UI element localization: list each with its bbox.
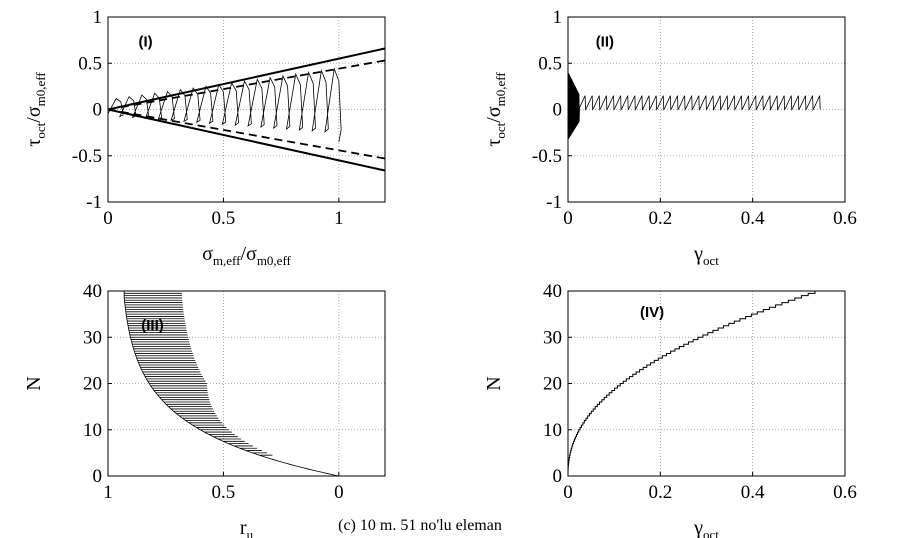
y-tick-label: 1 <box>553 7 563 28</box>
y-axis-label: τoct/σm0,eff <box>23 72 48 147</box>
plot-area <box>108 47 385 172</box>
y-tick-label: 30 <box>83 327 102 348</box>
x-tick-label: 1 <box>103 482 113 503</box>
x-tick-label: 0.5 <box>212 482 236 503</box>
stress-path <box>108 67 342 142</box>
y-tick-label: 20 <box>83 374 102 395</box>
plot-area <box>123 291 339 476</box>
dashed-line <box>108 108 385 160</box>
x-tick-label: 0.6 <box>833 482 857 503</box>
y-tick-label: 0.5 <box>78 53 102 74</box>
y-axis-label: N <box>483 376 505 390</box>
pore-pressure-path <box>123 291 339 476</box>
y-tick-label: 40 <box>543 281 562 302</box>
x-tick-label: 0.4 <box>741 208 765 229</box>
dashed-line <box>108 59 385 111</box>
y-tick-label: -1 <box>546 192 562 213</box>
x-tick-label: 0.2 <box>648 482 672 503</box>
figure-caption: (c) 10 m. 51 no'lu eleman <box>338 517 502 534</box>
panel-tag: (IV) <box>640 304 664 321</box>
x-tick-label: 0 <box>103 208 113 229</box>
y-tick-label: 0 <box>93 466 103 487</box>
y-tick-label: 0.5 <box>538 53 562 74</box>
y-tick-label: 0 <box>553 466 563 487</box>
panel-tag: (I) <box>138 34 152 51</box>
y-tick-label: 1 <box>93 7 103 28</box>
y-tick-label: 30 <box>543 327 562 348</box>
x-tick-label: 1 <box>334 208 344 229</box>
x-axis-label: ru <box>240 517 254 538</box>
chart-panel-2: 0 0.2 0.4 0.6 -1 -0.5 0 0.5 1 γoct τoct/σm0,eff (II… <box>483 7 857 268</box>
y-tick-label: -0.5 <box>532 146 562 167</box>
strain-path <box>568 72 821 140</box>
y-tick-label: 0 <box>93 100 103 121</box>
y-tick-label: 0 <box>553 100 563 121</box>
y-tick-label: 20 <box>543 374 562 395</box>
x-axis-label: γoct <box>693 517 719 538</box>
x-axis-label: σm,eff/σm0,eff <box>202 243 291 268</box>
x-axis-label: γoct <box>693 243 719 268</box>
failure-line <box>108 47 385 111</box>
chart-panel-4: 0 0.2 0.4 0.6 0 10 20 30 40 γoct N (IV) <box>483 281 857 538</box>
failure-line <box>108 108 385 172</box>
y-tick-label: -0.5 <box>72 146 102 167</box>
x-tick-label: 0 <box>563 482 573 503</box>
x-tick-label: 0 <box>563 208 573 229</box>
x-tick-label: 0.6 <box>833 208 857 229</box>
chart-panel-3: 1 0.5 0 0 10 20 30 40 ru N (III) <box>23 281 386 538</box>
y-axis-label: N <box>23 376 45 390</box>
x-tick-label: 0.4 <box>741 482 765 503</box>
plot-area <box>568 291 822 476</box>
y-axis-label: τoct/σm0,eff <box>483 72 508 147</box>
chart-panel-1: 0 0.5 1 -1 -0.5 0 0.5 1 σm,eff/σm0,eff τoct/σm0,e… <box>23 7 386 268</box>
panel-tag: (III) <box>141 317 164 334</box>
panel-tag: (II) <box>596 34 614 51</box>
x-tick-label: 0.5 <box>212 208 236 229</box>
y-tick-label: 40 <box>83 281 102 302</box>
y-tick-label: 10 <box>83 420 102 441</box>
x-tick-label: 0 <box>334 482 344 503</box>
x-tick-label: 0.2 <box>648 208 672 229</box>
y-tick-label: 10 <box>543 420 562 441</box>
strain-accumulation-path <box>568 291 822 476</box>
plot-area <box>568 72 821 140</box>
y-tick-label: -1 <box>86 192 102 213</box>
